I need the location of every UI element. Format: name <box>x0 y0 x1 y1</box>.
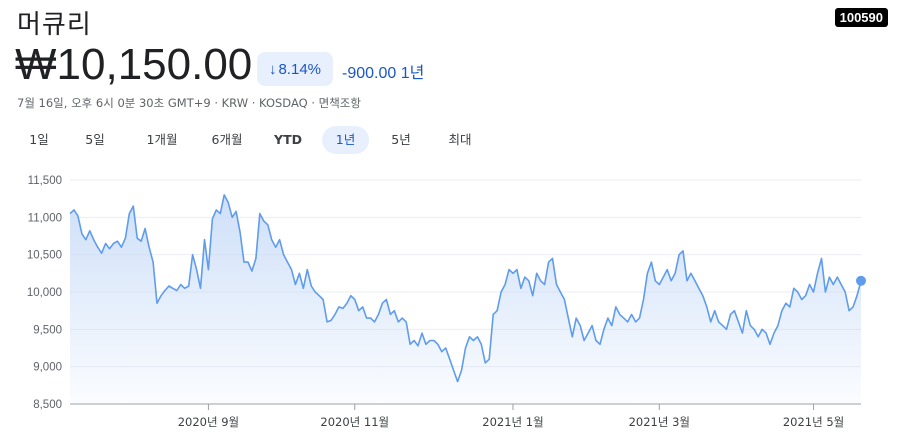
stock-name: 머큐리 <box>17 10 92 40</box>
range-1m[interactable]: 1개월 <box>146 132 178 147</box>
x-tick-label: 2021년 1월 <box>482 415 543 429</box>
x-tick-label: 2021년 3월 <box>629 415 690 429</box>
x-tick-label: 2020년 9월 <box>178 415 239 429</box>
x-axis-ticks: 2020년 9월 2020년 11월 2021년 1월 2021년 3월 2021년 5… <box>178 404 844 429</box>
quote-meta: 7월 16일, 오후 6시 0분 30초 GMT+9 · KRW · KOSDA… <box>17 96 361 110</box>
price-line <box>69 194 862 383</box>
range-5d[interactable]: 5일 <box>85 132 105 147</box>
ticker-badge: 100590 <box>834 8 888 27</box>
price-area <box>70 194 861 404</box>
y-tick-label: 10,000 <box>27 287 62 299</box>
x-tick-label: 2020년 11월 <box>320 415 389 429</box>
range-1d[interactable]: 1일 <box>29 132 49 147</box>
y-tick-label: 10,500 <box>27 250 62 262</box>
price-chart[interactable]: 8,5009,0009,50010,00010,50011,00011,500 … <box>0 160 897 444</box>
y-tick-label: 11,000 <box>28 212 62 224</box>
last-price-point[interactable] <box>856 275 866 286</box>
y-axis-ticks: 8,500 9,000 9,500 10,000 10,500 11,000 11,500 <box>27 175 62 411</box>
arrow-down-icon: ↓ <box>268 60 277 78</box>
range-max[interactable]: 최대 <box>448 132 472 147</box>
y-tick-label: 8,500 <box>33 399 62 411</box>
range-6m[interactable]: 6개월 <box>211 132 243 147</box>
range-1y[interactable]: 1년 <box>322 126 369 154</box>
y-tick-label: 9,500 <box>33 324 62 336</box>
range-ytd[interactable]: YTD <box>274 132 302 147</box>
y-tick-label: 11,500 <box>28 175 62 187</box>
change-percent: 8.14% <box>278 60 322 78</box>
range-5y[interactable]: 5년 <box>391 132 411 147</box>
y-tick-label: 9,000 <box>33 362 62 374</box>
x-tick-label: 2021년 5월 <box>783 415 844 429</box>
change-absolute: -900.00 1년 <box>342 65 425 82</box>
change-percent-badge: ↓ 8.14% <box>257 52 333 86</box>
current-price: ₩10,150.00 <box>15 40 253 89</box>
